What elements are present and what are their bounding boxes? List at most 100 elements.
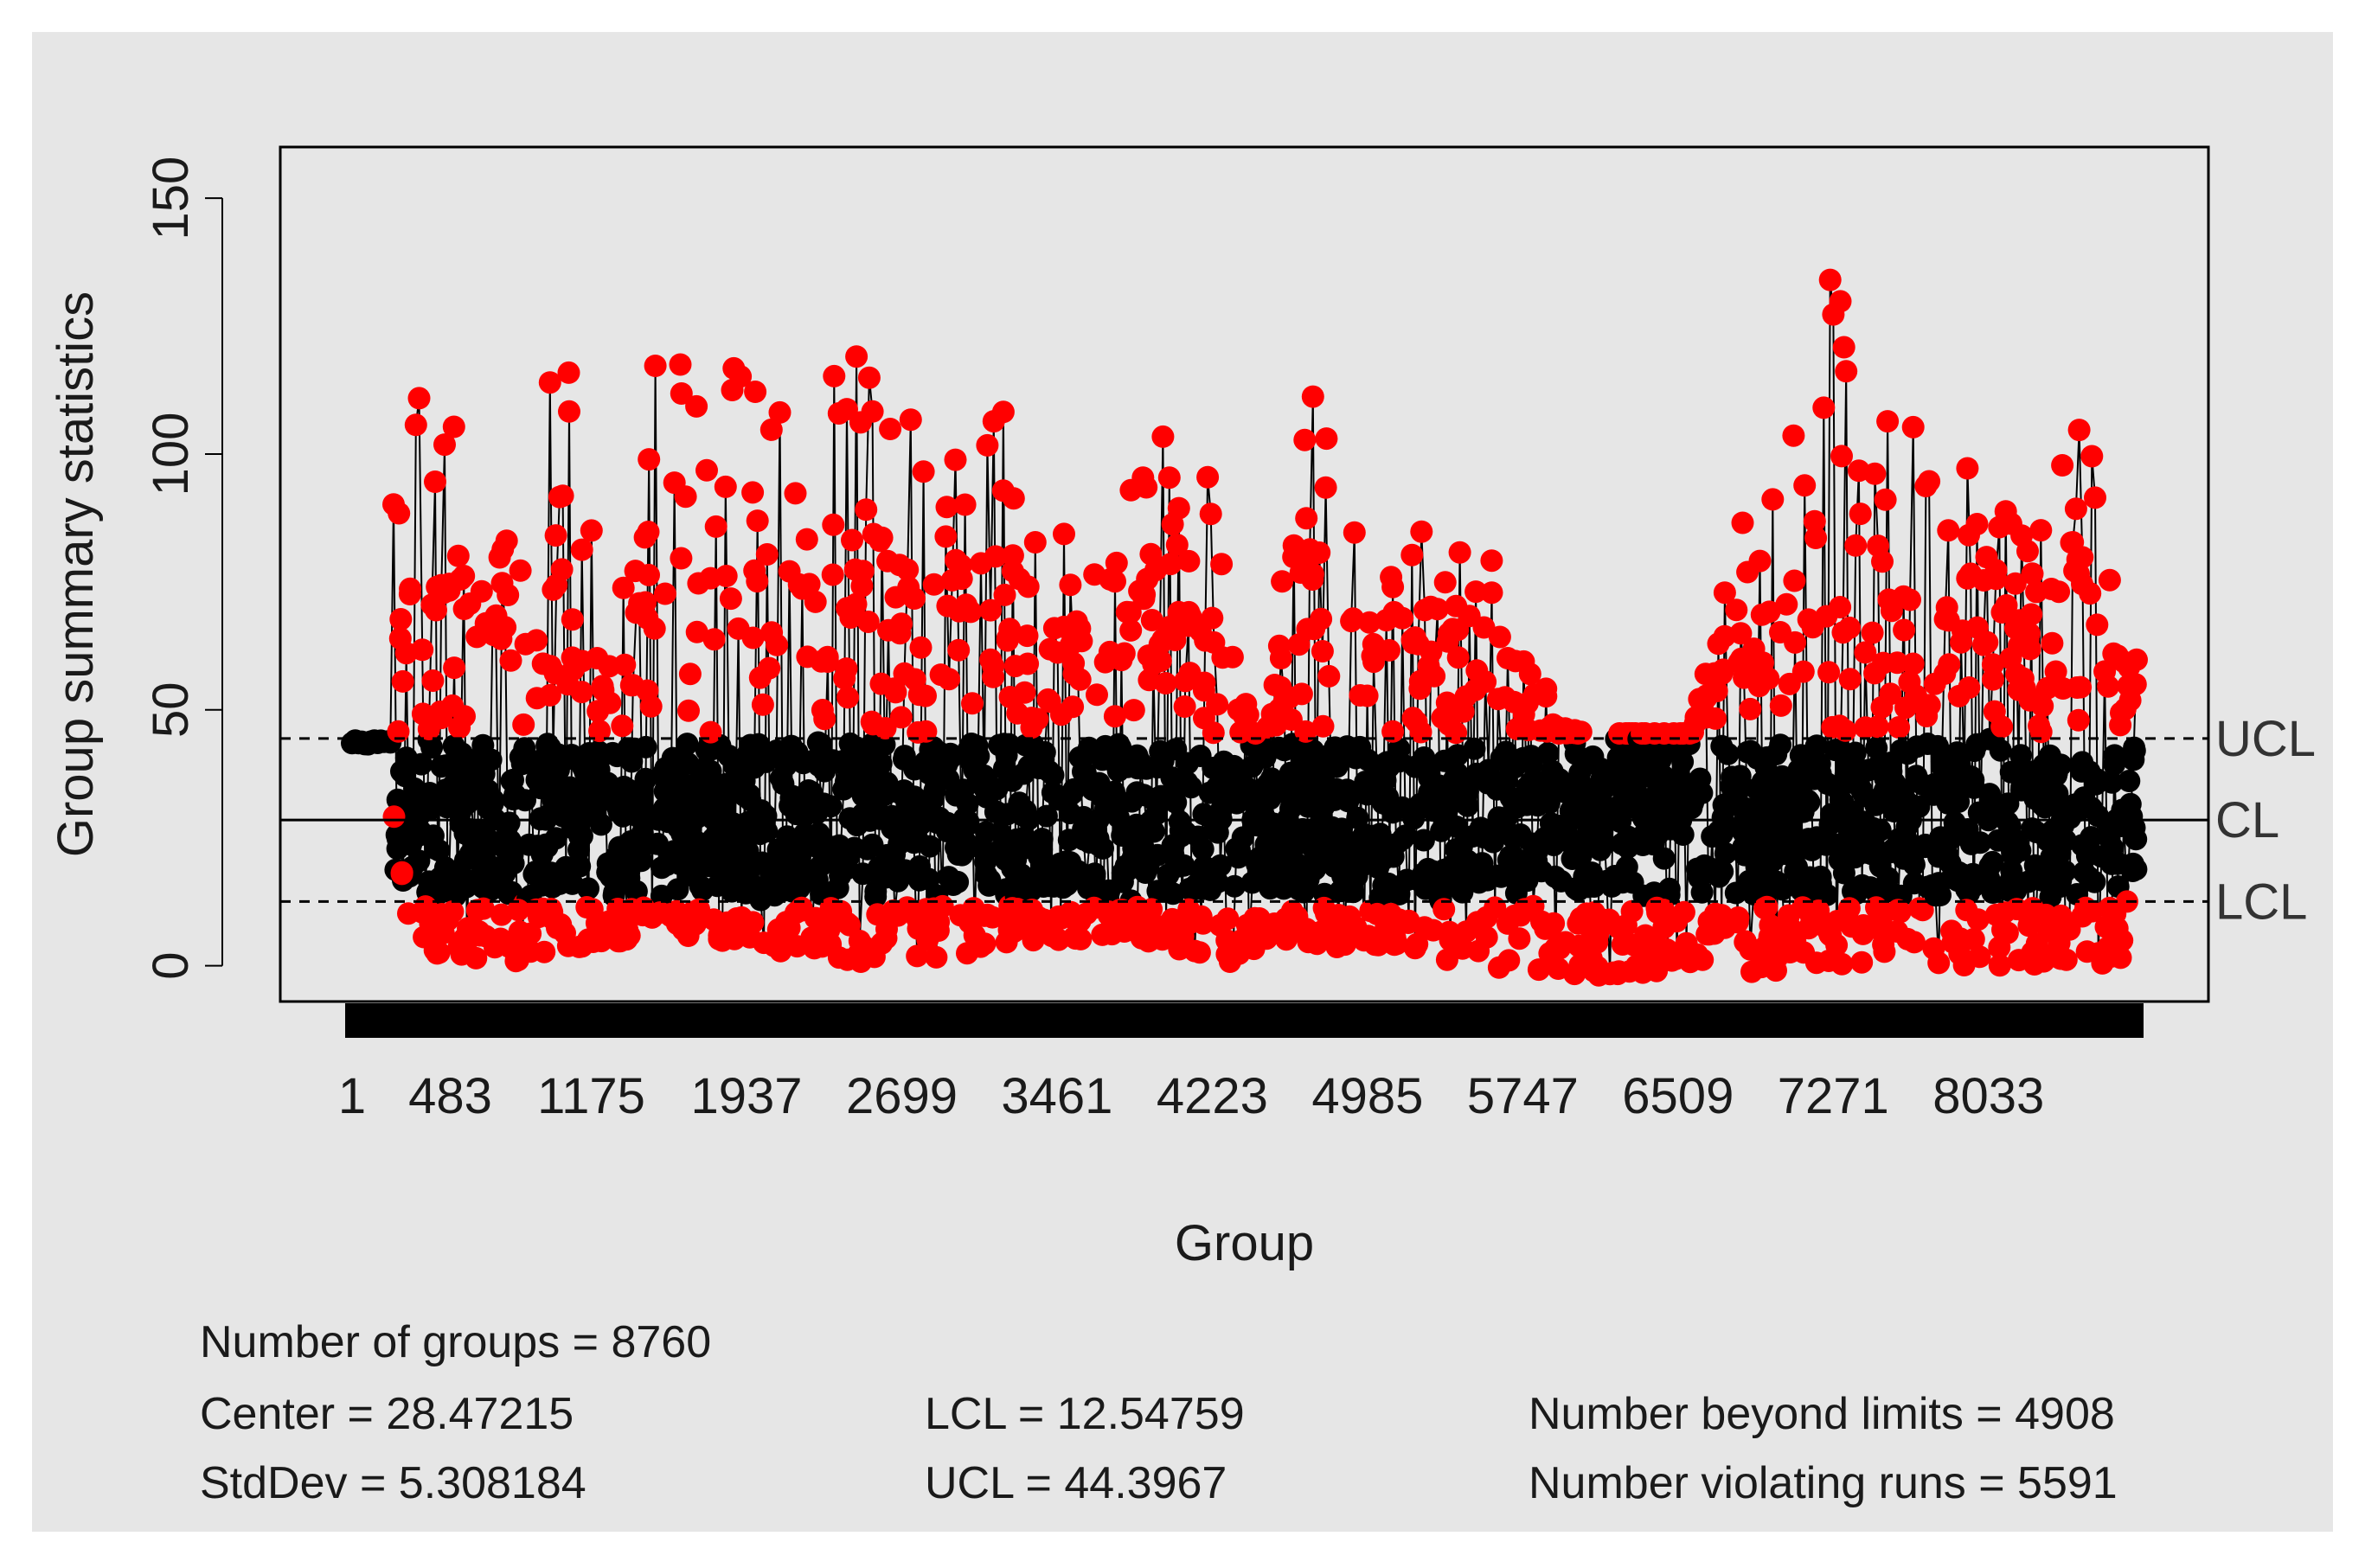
point-in-control bbox=[1601, 797, 1625, 820]
point-beyond-limits bbox=[1325, 936, 1349, 958]
point-in-control bbox=[634, 767, 657, 790]
point-beyond-limits bbox=[1865, 896, 1888, 919]
control-chart: UCL CL LCL 0 50 100 150 1 483 1175 1937 2699 3461 42… bbox=[48, 145, 2316, 1271]
point-beyond-limits bbox=[676, 925, 700, 947]
point-beyond-limits bbox=[1769, 621, 1791, 643]
point-beyond-limits bbox=[766, 633, 789, 656]
point-in-control bbox=[1434, 858, 1458, 881]
point-beyond-limits bbox=[1871, 550, 1894, 573]
point-beyond-limits bbox=[638, 563, 660, 586]
point-beyond-limits bbox=[1349, 684, 1372, 707]
point-in-control bbox=[1055, 788, 1079, 811]
point-in-control bbox=[1646, 780, 1670, 803]
point-in-control bbox=[721, 851, 744, 874]
point-beyond-limits bbox=[507, 899, 530, 922]
point-beyond-limits bbox=[1256, 716, 1279, 739]
point-in-control bbox=[810, 795, 833, 818]
point-beyond-limits bbox=[551, 484, 574, 508]
point-beyond-limits bbox=[744, 381, 767, 403]
point-beyond-limits bbox=[561, 646, 584, 669]
point-beyond-limits bbox=[1574, 902, 1598, 925]
point-in-control bbox=[1202, 757, 1225, 779]
point-in-control bbox=[1614, 759, 1638, 783]
point-beyond-limits bbox=[1382, 600, 1406, 624]
point-beyond-limits bbox=[446, 544, 470, 567]
point-beyond-limits bbox=[804, 590, 827, 613]
point-in-control bbox=[593, 743, 616, 766]
point-in-control bbox=[1442, 790, 1465, 814]
point-in-control bbox=[445, 778, 469, 801]
point-beyond-limits bbox=[2037, 919, 2061, 943]
point-in-control bbox=[1865, 736, 1888, 759]
point-beyond-limits bbox=[1863, 462, 1887, 485]
point-beyond-limits bbox=[818, 933, 842, 957]
point-beyond-limits bbox=[1193, 707, 1215, 730]
point-in-control bbox=[765, 739, 788, 762]
axes: 0 50 100 150 1 483 1175 1937 2699 3461 4223 4985 574… bbox=[143, 157, 2044, 1124]
point-beyond-limits bbox=[2044, 660, 2067, 683]
point-beyond-limits bbox=[1441, 618, 1465, 641]
point-beyond-limits bbox=[1876, 410, 1900, 433]
point-beyond-limits bbox=[1530, 910, 1553, 933]
point-beyond-limits bbox=[748, 666, 772, 689]
point-beyond-limits bbox=[644, 355, 667, 377]
point-in-control bbox=[1828, 777, 1851, 800]
point-in-control bbox=[561, 872, 584, 895]
point-in-control bbox=[1490, 746, 1513, 770]
point-in-control bbox=[1573, 865, 1596, 888]
point-beyond-limits bbox=[390, 862, 413, 886]
point-beyond-limits bbox=[1838, 668, 1862, 691]
point-in-control bbox=[1231, 826, 1254, 849]
point-beyond-limits bbox=[488, 546, 511, 569]
point-in-control bbox=[702, 807, 724, 830]
point-in-control bbox=[1164, 790, 1188, 814]
point-beyond-limits bbox=[1713, 581, 1736, 605]
point-beyond-limits bbox=[1830, 445, 1853, 468]
point-in-control bbox=[928, 806, 952, 829]
point-beyond-limits bbox=[670, 547, 693, 570]
point-beyond-limits bbox=[1782, 424, 1805, 447]
point-beyond-limits bbox=[1710, 662, 1734, 686]
point-in-control bbox=[2026, 861, 2049, 884]
point-in-control bbox=[2007, 758, 2030, 781]
point-in-control bbox=[1573, 749, 1596, 772]
point-beyond-limits bbox=[1516, 719, 1540, 742]
point-beyond-limits bbox=[912, 460, 935, 483]
point-beyond-limits bbox=[411, 702, 434, 726]
point-beyond-limits bbox=[1713, 624, 1736, 648]
point-beyond-limits bbox=[1503, 904, 1526, 927]
point-beyond-limits bbox=[1518, 662, 1541, 686]
point-in-control bbox=[2122, 748, 2145, 771]
point-in-control bbox=[864, 885, 888, 908]
point-beyond-limits bbox=[1083, 563, 1106, 586]
stat-stddev: StdDev = 5.308184 bbox=[200, 1458, 586, 1508]
point-in-control bbox=[1895, 816, 1919, 839]
point-in-control bbox=[1463, 737, 1486, 760]
point-beyond-limits bbox=[1199, 502, 1222, 526]
point-in-control bbox=[1927, 845, 1950, 868]
point-beyond-limits bbox=[816, 645, 839, 669]
point-beyond-limits bbox=[1406, 932, 1429, 956]
point-beyond-limits bbox=[404, 413, 427, 437]
point-beyond-limits bbox=[1062, 662, 1086, 686]
point-in-control bbox=[1257, 810, 1280, 833]
point-in-control bbox=[1752, 869, 1775, 893]
point-in-control bbox=[935, 753, 958, 777]
point-beyond-limits bbox=[1135, 476, 1158, 499]
point-beyond-limits bbox=[634, 591, 657, 614]
point-in-control bbox=[1754, 822, 1778, 846]
point-in-control bbox=[1671, 750, 1695, 773]
point-in-control bbox=[829, 842, 852, 866]
point-in-control bbox=[2103, 752, 2126, 776]
point-beyond-limits bbox=[1472, 616, 1496, 639]
point-beyond-limits bbox=[950, 554, 972, 577]
point-in-control bbox=[1250, 782, 1273, 805]
point-in-control bbox=[1324, 852, 1347, 875]
point-beyond-limits bbox=[1165, 534, 1189, 556]
point-beyond-limits bbox=[433, 433, 456, 457]
point-beyond-limits bbox=[1830, 952, 1854, 976]
point-in-control bbox=[1346, 855, 1369, 879]
point-beyond-limits bbox=[1620, 899, 1644, 923]
point-beyond-limits bbox=[1445, 721, 1468, 745]
point-beyond-limits bbox=[1861, 621, 1884, 644]
